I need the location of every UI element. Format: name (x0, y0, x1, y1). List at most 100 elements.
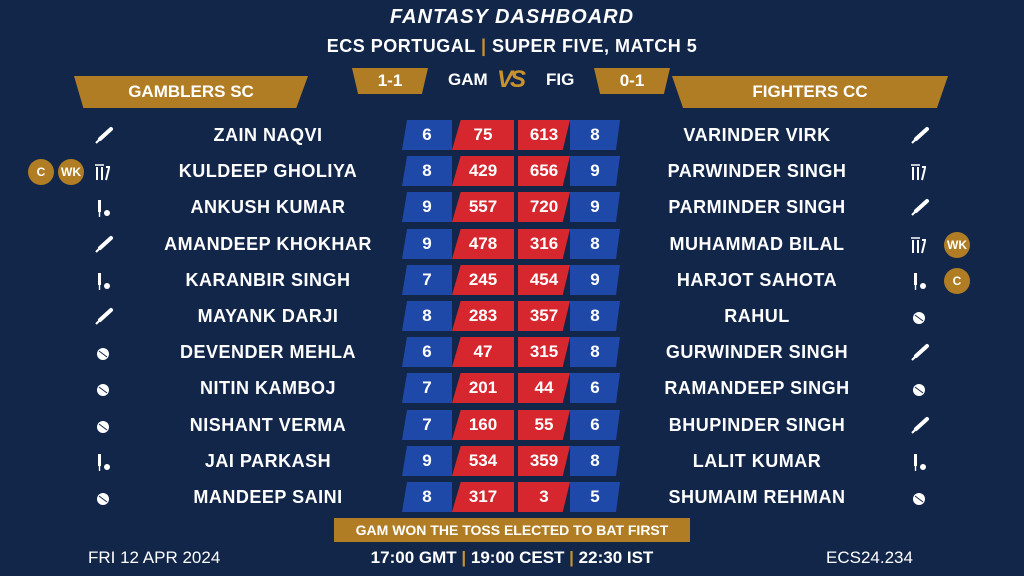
time-ist: 22:30 IST (578, 548, 654, 567)
left-player-number: 6 (402, 120, 452, 150)
right-player-number: 6 (570, 410, 620, 440)
ball-icon (92, 343, 114, 363)
left-player-name: MANDEEP SAINI (193, 487, 343, 507)
left-team-abbr: GAM (448, 70, 488, 89)
left-player-name: NITIN KAMBOJ (200, 378, 336, 398)
player-row: ANKUSH KUMAR 9 557 720 9 PARMINDER SINGH (0, 192, 1024, 228)
bat-icon (908, 416, 930, 436)
right-player-name: PARWINDER SINGH (667, 161, 847, 181)
player-row: DEVENDER MEHLA 6 47 315 8 GURWINDER SINGH (0, 337, 1024, 373)
right-player-points: 316 (518, 229, 570, 259)
right-team-abbr: FIG (546, 70, 575, 89)
left-player-name: ZAIN NAQVI (213, 125, 323, 145)
left-player-number: 9 (402, 229, 452, 259)
left-player-number: 8 (402, 156, 452, 186)
bat-icon (908, 343, 930, 363)
left-player-points: 478 (452, 229, 514, 259)
match-code: ECS24.234 (826, 548, 913, 567)
captain-badge: C (944, 268, 970, 294)
allrounder-icon (908, 452, 930, 472)
right-player-number: 8 (570, 446, 620, 476)
right-player-name: SHUMAIM REHMAN (668, 487, 846, 507)
right-player-number: 9 (570, 156, 620, 186)
right-player-number: 8 (570, 337, 620, 367)
right-player-points: 44 (518, 373, 570, 403)
left-player-points: 75 (452, 120, 514, 150)
toss-banner: GAM WON THE TOSS ELECTED TO BAT FIRST (334, 518, 690, 542)
player-row: C WK KULDEEP GHOLIYA 8 429 656 9 PARWINDER SING… (0, 156, 1024, 192)
wicketkeeper-badge: WK (58, 159, 84, 185)
left-player-name: DEVENDER MEHLA (179, 342, 356, 362)
left-player-number: 9 (402, 446, 452, 476)
allrounder-icon (92, 452, 114, 472)
right-player-number: 5 (570, 482, 620, 512)
right-player-number: 8 (570, 229, 620, 259)
right-player-points: 613 (518, 120, 570, 150)
right-player-name: HARJOT SAHOTA (676, 270, 838, 290)
match-time: 17:00 GMT | 19:00 CEST | 22:30 IST (0, 548, 1024, 568)
left-player-points: 283 (452, 301, 514, 331)
left-player-number: 7 (402, 265, 452, 295)
right-player-name: BHUPINDER SINGH (668, 415, 846, 435)
allrounder-icon (92, 271, 114, 291)
left-player-number: 7 (402, 373, 452, 403)
subtitle-separator: | (480, 36, 487, 56)
player-row: JAI PARKASH 9 534 359 8 LALIT KUMAR (0, 446, 1024, 482)
right-player-name: RAHUL (724, 306, 790, 326)
match-name: SUPER FIVE, MATCH 5 (492, 36, 698, 56)
player-row: KARANBIR SINGH 7 245 454 9 HARJOT SAHOTA C (0, 265, 1024, 301)
player-row: MAYANK DARJI 8 283 357 8 RAHUL (0, 301, 1024, 337)
left-player-name: MAYANK DARJI (197, 306, 339, 326)
right-player-name: RAMANDEEP SINGH (664, 378, 850, 398)
left-player-points: 160 (452, 410, 514, 440)
bat-icon (92, 307, 114, 327)
right-player-name: GURWINDER SINGH (665, 342, 849, 362)
bat-icon (908, 126, 930, 146)
left-player-number: 8 (402, 482, 452, 512)
time-cest: 19:00 CEST (470, 548, 565, 567)
ball-icon (92, 379, 114, 399)
player-row: NISHANT VERMA 7 160 55 6 BHUPINDER SINGH (0, 410, 1024, 446)
allrounder-icon (92, 198, 114, 218)
right-player-name: LALIT KUMAR (692, 451, 822, 471)
right-player-number: 8 (570, 120, 620, 150)
right-player-points: 3 (518, 482, 570, 512)
left-team-banner: GAMBLERS SC (74, 76, 308, 108)
player-row: AMANDEEP KHOKHAR 9 478 316 8 MUHAMMAD BILAL WK (0, 229, 1024, 265)
right-player-points: 55 (518, 410, 570, 440)
captain-badge: C (28, 159, 54, 185)
right-player-name: MUHAMMAD BILAL (669, 234, 845, 254)
wicketkeeper-icon (908, 235, 930, 255)
right-player-name: VARINDER VIRK (683, 125, 831, 145)
right-player-number: 6 (570, 373, 620, 403)
page-title: FANTASY DASHBOARD (389, 6, 635, 28)
time-gmt: 17:00 GMT (370, 548, 457, 567)
right-player-number: 9 (570, 265, 620, 295)
left-player-points: 201 (452, 373, 514, 403)
left-player-name: KULDEEP GHOLIYA (178, 161, 358, 181)
left-player-points: 429 (452, 156, 514, 186)
wicketkeeper-icon (92, 162, 114, 182)
right-team-banner: FIGHTERS CC (672, 76, 948, 108)
player-row: ZAIN NAQVI 6 75 613 8 VARINDER VIRK (0, 120, 1024, 156)
time-separator: | (569, 548, 574, 567)
right-player-number: 9 (570, 192, 620, 222)
left-team-score: 1-1 (352, 68, 428, 94)
match-subtitle: ECS PORTUGAL | SUPER FIVE, MATCH 5 (0, 36, 1024, 57)
right-player-points: 315 (518, 337, 570, 367)
ball-icon (908, 379, 930, 399)
right-team-score: 0-1 (594, 68, 670, 94)
vs-logo: VS (497, 66, 526, 93)
match-date: FRI 12 APR 2024 (88, 548, 221, 567)
left-player-number: 8 (402, 301, 452, 331)
league-name: ECS PORTUGAL (326, 36, 476, 56)
right-player-points: 357 (518, 301, 570, 331)
left-player-number: 9 (402, 192, 452, 222)
left-player-name: AMANDEEP KHOKHAR (164, 234, 372, 254)
right-player-points: 720 (518, 192, 570, 222)
left-player-number: 6 (402, 337, 452, 367)
wicketkeeper-icon (908, 162, 930, 182)
left-player-name: KARANBIR SINGH (185, 270, 351, 290)
wicketkeeper-badge: WK (944, 232, 970, 258)
left-player-points: 534 (452, 446, 514, 476)
